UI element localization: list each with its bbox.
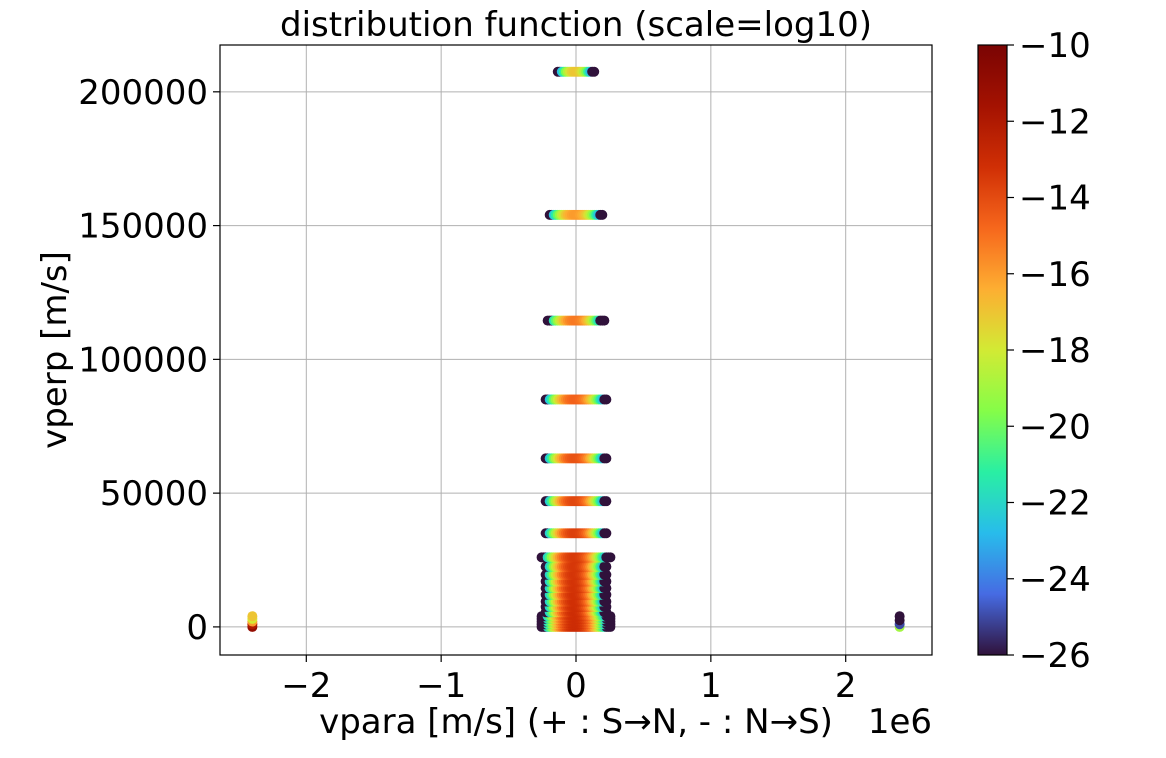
y-tick-label: 200000	[78, 73, 208, 113]
scatter-point	[599, 315, 610, 326]
x-tick-label: 1	[700, 666, 722, 706]
x-tick-label: 2	[835, 666, 857, 706]
colorbar-tick-label: −16	[1019, 255, 1091, 295]
edge-scatter-point	[247, 611, 258, 622]
x-tick-label: −1	[416, 666, 466, 706]
colorbar-tick-label: −22	[1019, 484, 1091, 524]
colorbar-tick-label: −26	[1019, 636, 1091, 676]
colorbar-gradient	[977, 44, 1008, 656]
colorbar-tick-label: −20	[1019, 407, 1091, 447]
colorbar: −10 −12 −14 −16 −18 −20 −22 −24 −26	[977, 26, 1091, 676]
edge-scatter-point	[894, 611, 905, 622]
colorbar-tick-label: −14	[1019, 179, 1091, 219]
scatter-point	[601, 561, 612, 572]
y-axis-ticks: 0 50000 100000 150000 200000	[78, 73, 220, 648]
x-axis-offset-label: 1e6	[868, 702, 932, 742]
scatter-point	[589, 66, 600, 77]
x-axis-label: vpara [m/s] (+ : S→N, - : N→S)	[319, 702, 833, 742]
y-axis-label: vperp [m/s]	[35, 251, 75, 449]
scatter-point	[601, 394, 612, 405]
scatter-point	[597, 209, 608, 220]
colorbar-tick-label: −24	[1019, 560, 1091, 600]
chart-title: distribution function (scale=log10)	[280, 5, 872, 45]
x-axis-ticks: −2 −1 0 1 2	[281, 655, 857, 706]
x-tick-label: 0	[565, 666, 587, 706]
y-tick-label: 50000	[100, 474, 208, 514]
scatter-point	[601, 528, 612, 539]
x-tick-label: −2	[281, 666, 331, 706]
y-tick-label: 150000	[78, 207, 208, 247]
scatter-point	[601, 569, 612, 580]
colorbar-tick-label: −18	[1019, 331, 1091, 371]
y-tick-label: 0	[186, 608, 208, 648]
colorbar-tick-label: −10	[1019, 26, 1091, 66]
scatter-points	[247, 66, 905, 632]
colorbar-tick-label: −12	[1019, 102, 1091, 142]
y-tick-label: 100000	[78, 340, 208, 380]
scatter-point	[601, 496, 612, 507]
scatter-point	[605, 552, 616, 563]
scatter-point	[601, 453, 612, 464]
colorbar-ticks: −10 −12 −14 −16 −18 −20 −22 −24 −26	[1007, 26, 1091, 676]
